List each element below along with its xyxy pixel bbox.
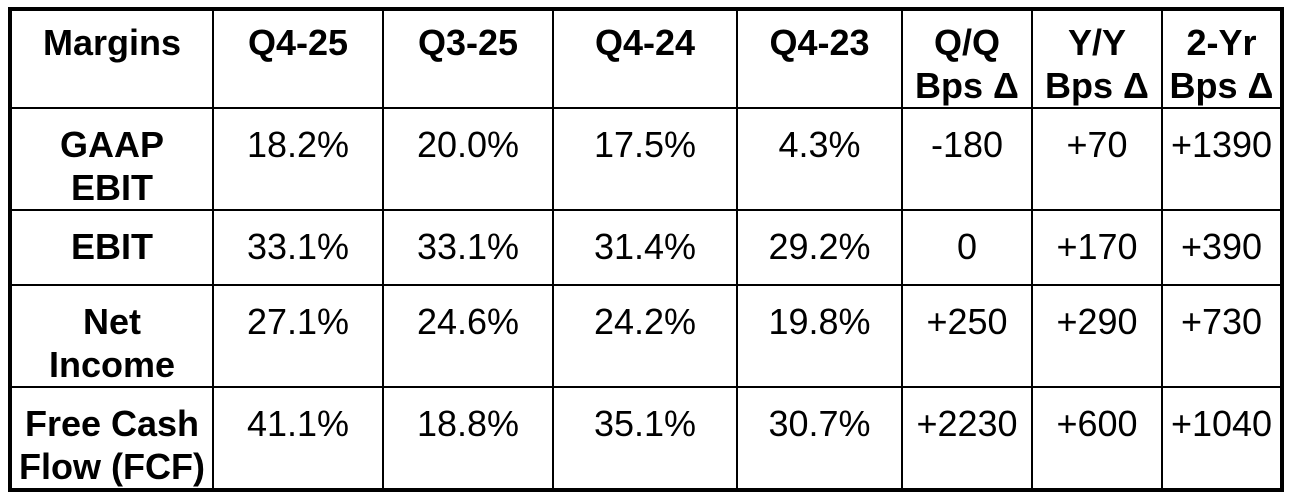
header-row: Margins Q4-25 Q3-25 Q4-24 Q4-23	[9, 8, 1283, 109]
cell-value: +1390	[1161, 107, 1283, 211]
col-header-label: Q4-23	[769, 22, 870, 63]
cell-value: 4.3%	[736, 107, 903, 211]
col-header-q4-23: Q4-23	[736, 8, 903, 109]
table-row-free-cash-flow: Free Cash Flow (FCF) 41.1% 18.8% 35.1% 3…	[9, 386, 1283, 491]
table-row-gaap-ebit: GAAP EBIT 18.2% 20.0% 17.5% 4.3% -180 +7…	[9, 107, 1283, 211]
cell-value: 33.1%	[382, 209, 554, 286]
col-header-2yr-bps-delta: 2-Yr Bps Δ	[1161, 8, 1283, 109]
col-header-label-line2: Bps Δ	[915, 65, 1019, 106]
cell-value: 18.8%	[382, 386, 554, 491]
cell-value: +730	[1161, 284, 1283, 388]
cell-value: 24.2%	[552, 284, 738, 388]
row-label: Free Cash Flow (FCF)	[9, 386, 214, 491]
cell-value: 0	[901, 209, 1033, 286]
row-label: Net Income	[9, 284, 214, 388]
col-header-label: 2-Yr	[1186, 22, 1257, 63]
cell-value: 35.1%	[552, 386, 738, 491]
cell-value: 24.6%	[382, 284, 554, 388]
table-row-net-income: Net Income 27.1% 24.6% 24.2% 19.8% +250 …	[9, 284, 1283, 388]
cell-value: 41.1%	[212, 386, 384, 491]
cell-value: +290	[1031, 284, 1163, 388]
row-label: GAAP EBIT	[9, 107, 214, 211]
cell-value: +170	[1031, 209, 1163, 286]
cell-value: +250	[901, 284, 1033, 388]
col-header-label: Y/Y	[1067, 22, 1127, 63]
cell-value: +600	[1031, 386, 1163, 491]
cell-value: +1040	[1161, 386, 1283, 491]
cell-value: 31.4%	[552, 209, 738, 286]
col-header-label-line2: Bps Δ	[1169, 65, 1274, 106]
cell-value: +2230	[901, 386, 1033, 491]
col-header-qq-bps-delta: Q/Q Bps Δ	[901, 8, 1033, 109]
col-header-label: Q/Q	[933, 22, 1000, 63]
col-header-label: Q3-25	[417, 22, 519, 63]
cell-value: +390	[1161, 209, 1283, 286]
cell-value: 19.8%	[736, 284, 903, 388]
col-header-q3-25: Q3-25	[382, 8, 554, 109]
cell-value: 30.7%	[736, 386, 903, 491]
col-header-q4-25: Q4-25	[212, 8, 384, 109]
cell-value: 18.2%	[212, 107, 384, 211]
cell-value: 27.1%	[212, 284, 384, 388]
cell-value: 20.0%	[382, 107, 554, 211]
margins-table-container: Margins Q4-25 Q3-25 Q4-24 Q4-23	[8, 7, 1284, 492]
cell-value: 33.1%	[212, 209, 384, 286]
cell-value: -180	[901, 107, 1033, 211]
col-header-margins: Margins	[9, 8, 214, 109]
col-header-label: Q4-25	[247, 22, 349, 63]
col-header-yy-bps-delta: Y/Y Bps Δ	[1031, 8, 1163, 109]
cell-value: +70	[1031, 107, 1163, 211]
col-header-label: Q4-24	[594, 22, 696, 63]
margins-table: Margins Q4-25 Q3-25 Q4-24 Q4-23	[8, 7, 1284, 492]
table-row-ebit: EBIT 33.1% 33.1% 31.4% 29.2% 0 +170 +390	[9, 209, 1283, 286]
col-header-q4-24: Q4-24	[552, 8, 738, 109]
cell-value: 17.5%	[552, 107, 738, 211]
col-header-label-line2: Bps Δ	[1045, 65, 1149, 106]
col-header-label: Margins	[42, 22, 182, 63]
cell-value: 29.2%	[736, 209, 903, 286]
row-label: EBIT	[9, 209, 214, 286]
